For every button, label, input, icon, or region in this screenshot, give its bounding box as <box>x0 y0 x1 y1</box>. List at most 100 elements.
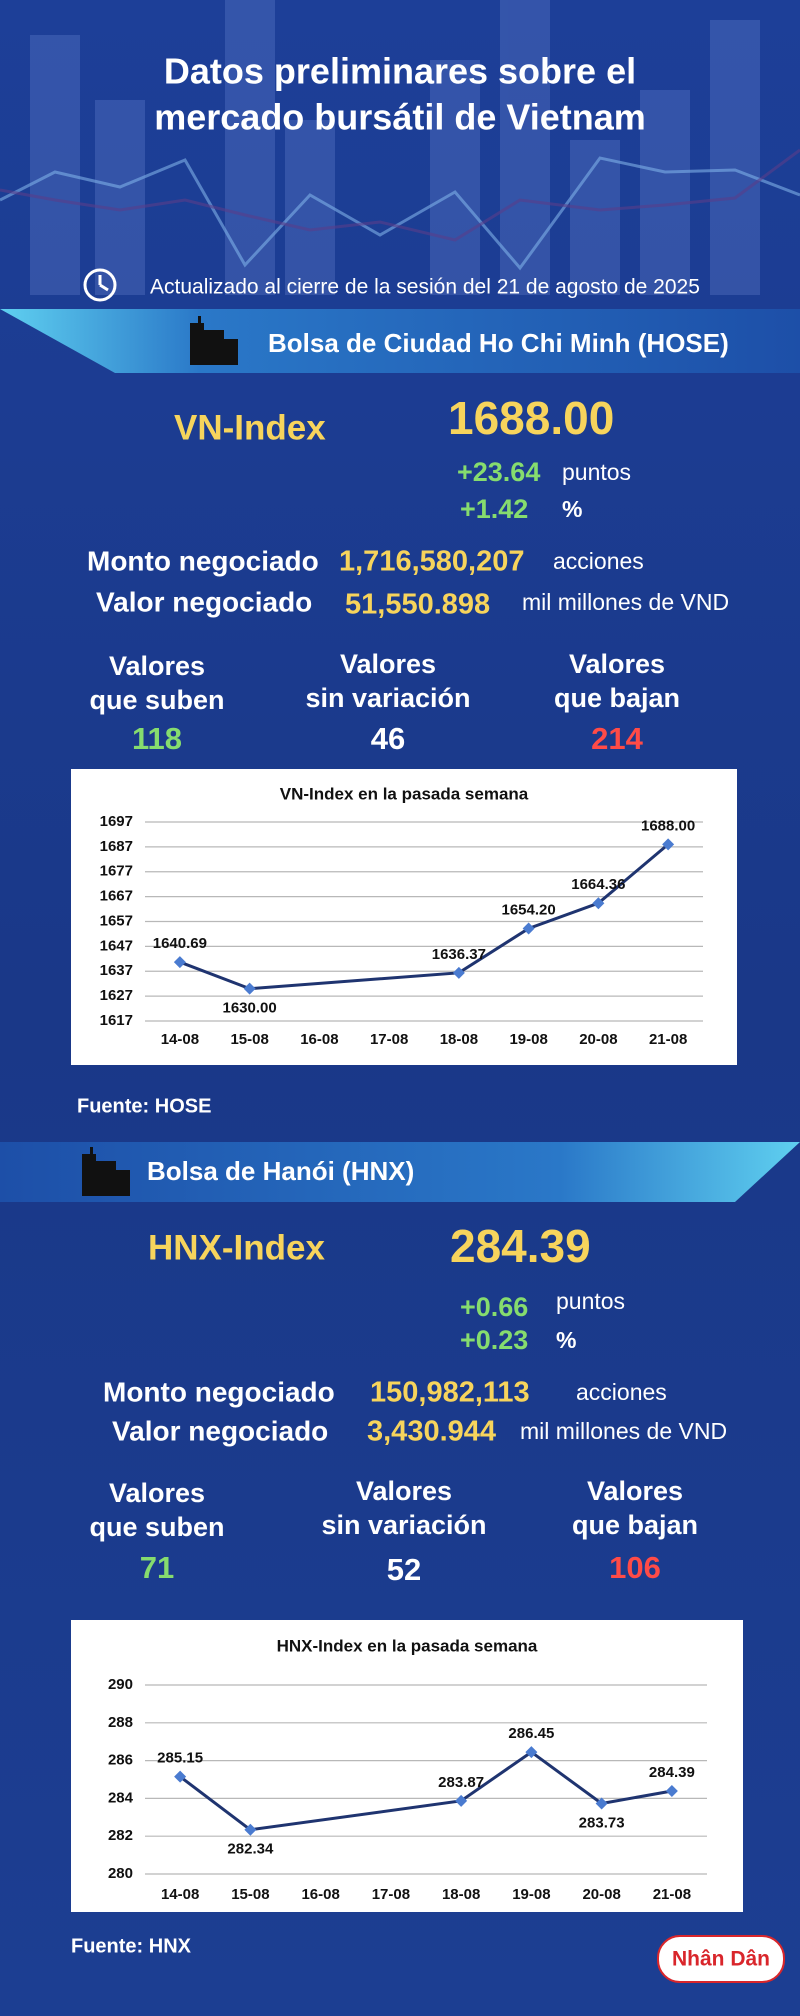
stat-label: Valores <box>340 649 436 679</box>
volume-label: Monto negociado <box>87 545 319 576</box>
data-label: 1640.69 <box>153 935 207 952</box>
y-tick-label: 1647 <box>100 937 133 954</box>
stat-label: que bajan <box>572 1510 698 1540</box>
marker <box>174 1770 187 1783</box>
data-label: 285.15 <box>157 1750 203 1767</box>
x-tick-label: 15-08 <box>231 1886 269 1903</box>
marker <box>452 966 465 979</box>
stat-label: que bajan <box>554 683 680 713</box>
x-tick-label: 14-08 <box>161 1886 199 1903</box>
x-tick-label: 17-08 <box>372 1886 410 1903</box>
y-tick-label: 1697 <box>100 813 133 830</box>
marker <box>522 922 535 935</box>
x-tick-label: 14-08 <box>161 1031 199 1048</box>
data-label: 1688.00 <box>641 817 695 834</box>
x-tick-label: 21-08 <box>649 1031 687 1048</box>
y-tick-label: 1667 <box>100 888 133 905</box>
volume-unit: acciones <box>553 548 644 574</box>
x-tick-label: 19-08 <box>512 1886 550 1903</box>
stat-label: sin variación <box>321 1510 486 1540</box>
title: mercado bursátil de Vietnam <box>154 97 646 138</box>
change-percent: +1.42 <box>460 494 528 524</box>
x-tick-label: 15-08 <box>230 1031 268 1048</box>
chart: VN-Index en la pasada semana 1617 1627 1637… <box>71 769 737 1065</box>
y-tick-label: 282 <box>108 1827 133 1844</box>
x-tick-label: 17-08 <box>370 1031 408 1048</box>
stat-label: que suben <box>89 685 224 715</box>
banner <box>0 1142 800 1202</box>
stat-label: sin variación <box>305 683 470 713</box>
x-tick-label: 20-08 <box>579 1031 617 1048</box>
value-unit: mil millones de VND <box>522 589 729 615</box>
volume-unit: acciones <box>576 1379 667 1405</box>
value: 3,430.944 <box>367 1416 496 1448</box>
x-tick-label: 19-08 <box>509 1031 547 1048</box>
chart-title: VN-Index en la pasada semana <box>280 784 529 803</box>
stat-label: Valores <box>356 1476 452 1506</box>
line <box>179 1750 673 1832</box>
exchange-name: Bolsa de Ciudad Ho Chi Minh (HOSE) <box>268 328 729 358</box>
value-label: Valor negociado <box>96 586 312 617</box>
marker <box>665 1785 678 1798</box>
data-label: 1636.37 <box>432 946 486 963</box>
percent-unit: % <box>562 496 582 522</box>
logo: Nhân Dân <box>672 1948 770 1971</box>
index-value: 284.39 <box>450 1220 591 1272</box>
y-tick-label: 1617 <box>100 1012 133 1029</box>
points-unit: puntos <box>562 459 631 485</box>
title: Datos preliminares sobre el <box>164 51 636 92</box>
value-unit: mil millones de VND <box>520 1418 727 1444</box>
value: 51,550.898 <box>345 589 490 621</box>
stat-label: Valores <box>587 1476 683 1506</box>
chart: HNX-Index en la pasada semana 280 282 284 28… <box>71 1620 743 1912</box>
building-icon <box>82 1147 130 1196</box>
x-tick-label: 16-08 <box>300 1031 338 1048</box>
data-label: 1664.36 <box>571 876 625 893</box>
x-tick-label: 16-08 <box>301 1886 339 1903</box>
y-tick-label: 290 <box>108 1676 133 1693</box>
index-name: HNX-Index <box>148 1228 326 1267</box>
marker <box>592 897 605 910</box>
line <box>179 843 670 991</box>
percent-unit: % <box>556 1327 576 1353</box>
decliners: 214 <box>591 721 643 756</box>
data-label: 1654.20 <box>502 901 556 918</box>
source: Fuente: HOSE <box>77 1095 211 1117</box>
x-tick-label: 20-08 <box>582 1886 620 1903</box>
volume: 150,982,113 <box>370 1377 530 1409</box>
volume: 1,716,580,207 <box>339 546 524 578</box>
y-tick-label: 284 <box>108 1789 134 1806</box>
exchange-name: Bolsa de Hanói (HNX) <box>147 1156 414 1186</box>
marker <box>244 1823 257 1836</box>
x-tick-label: 21-08 <box>653 1886 691 1903</box>
y-tick-label: 1627 <box>100 987 133 1004</box>
chart-frame <box>71 769 737 1065</box>
y-tick-label: 1637 <box>100 962 133 979</box>
marker <box>595 1797 608 1810</box>
chart-title: HNX-Index en la pasada semana <box>277 1636 538 1655</box>
marker <box>173 956 186 969</box>
decliners: 106 <box>609 1550 661 1585</box>
change-percent: +0.23 <box>460 1325 528 1355</box>
clock-icon <box>83 268 117 302</box>
marker <box>662 838 675 851</box>
stat-label: Valores <box>109 651 205 681</box>
index-name: VN-Index <box>174 408 326 447</box>
unchanged: 52 <box>387 1552 421 1587</box>
decor-line <box>0 148 800 242</box>
building-icon <box>190 316 238 365</box>
marker <box>455 1794 468 1807</box>
index-value: 1688.00 <box>448 392 614 444</box>
source: Fuente: HNX <box>71 1935 192 1957</box>
data-label: 1630.00 <box>223 1000 277 1017</box>
stat-label: Valores <box>109 1478 205 1508</box>
data-label: 283.87 <box>438 1774 484 1791</box>
volume-label: Monto negociado <box>103 1376 335 1407</box>
stat-label: Valores <box>569 649 665 679</box>
marker <box>243 982 256 995</box>
change-points: +0.66 <box>460 1292 528 1322</box>
unchanged: 46 <box>371 721 405 756</box>
data-label: 283.73 <box>579 1814 625 1831</box>
updated: Actualizado al cierre de la sesión del 2… <box>150 276 700 299</box>
